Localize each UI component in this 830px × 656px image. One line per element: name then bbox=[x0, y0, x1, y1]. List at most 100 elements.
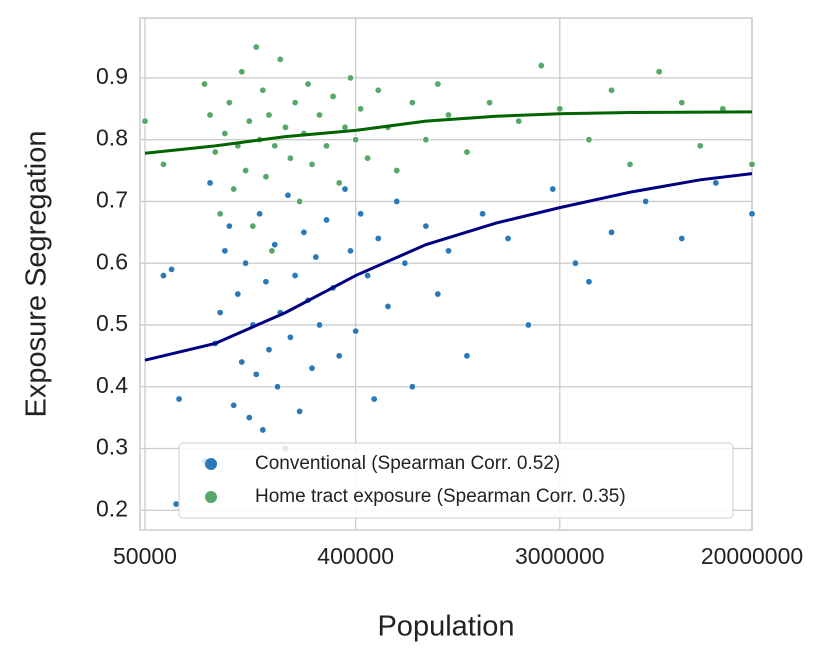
point bbox=[221, 247, 229, 255]
point bbox=[304, 80, 312, 88]
point bbox=[341, 123, 349, 132]
x-tick-label: 3000000 bbox=[515, 543, 605, 569]
point bbox=[315, 111, 324, 119]
point bbox=[444, 111, 453, 119]
point bbox=[341, 185, 349, 193]
point bbox=[271, 240, 279, 249]
point bbox=[351, 327, 360, 335]
point bbox=[291, 98, 299, 107]
point bbox=[393, 166, 401, 175]
point bbox=[585, 278, 593, 286]
point bbox=[515, 117, 523, 125]
point bbox=[273, 383, 282, 391]
point bbox=[504, 234, 512, 243]
point bbox=[556, 105, 564, 113]
point bbox=[206, 179, 214, 187]
point bbox=[549, 185, 557, 193]
point bbox=[211, 148, 219, 156]
point bbox=[678, 98, 686, 107]
point bbox=[322, 216, 331, 224]
point bbox=[655, 68, 663, 76]
point bbox=[335, 352, 343, 360]
point bbox=[229, 401, 238, 409]
point bbox=[159, 271, 168, 280]
point bbox=[524, 321, 533, 329]
point bbox=[485, 98, 494, 107]
point bbox=[335, 179, 343, 187]
point bbox=[422, 222, 430, 230]
point bbox=[241, 259, 250, 267]
point bbox=[159, 160, 168, 169]
point bbox=[444, 247, 453, 255]
point bbox=[434, 80, 442, 88]
point bbox=[265, 345, 273, 354]
point bbox=[408, 383, 417, 391]
x-tick-label: 400000 bbox=[317, 543, 394, 569]
point bbox=[712, 179, 720, 187]
point bbox=[252, 370, 260, 379]
y-tick-label: 0.4 bbox=[96, 372, 128, 398]
y-tick-label: 0.9 bbox=[96, 63, 128, 89]
point bbox=[607, 86, 616, 94]
point bbox=[225, 222, 234, 230]
point bbox=[206, 111, 214, 119]
point bbox=[346, 247, 355, 255]
point bbox=[295, 197, 304, 206]
point bbox=[229, 185, 238, 193]
point bbox=[626, 160, 634, 169]
x-tick-label: 20000000 bbox=[701, 543, 803, 569]
point bbox=[308, 364, 316, 372]
point bbox=[265, 111, 273, 119]
point bbox=[374, 86, 382, 94]
point bbox=[262, 278, 270, 286]
point bbox=[393, 197, 401, 206]
y-tick-label: 0.8 bbox=[96, 125, 128, 151]
point bbox=[748, 210, 756, 218]
y-axis-label: Exposure Segregation bbox=[21, 131, 53, 418]
point bbox=[356, 105, 365, 113]
x-axis-label: Population bbox=[377, 611, 514, 643]
point bbox=[315, 321, 324, 329]
point bbox=[478, 210, 487, 218]
point bbox=[463, 352, 471, 360]
point bbox=[312, 253, 320, 261]
point bbox=[374, 234, 382, 243]
point bbox=[300, 228, 308, 237]
point bbox=[245, 413, 253, 422]
point bbox=[241, 166, 250, 175]
point bbox=[370, 395, 378, 403]
point bbox=[748, 160, 756, 169]
point bbox=[276, 55, 284, 64]
x-tick-label: 50000 bbox=[113, 543, 177, 569]
point bbox=[363, 154, 372, 162]
point bbox=[607, 228, 616, 237]
legend-label: Conventional (Spearman Corr. 0.52) bbox=[255, 453, 560, 474]
point bbox=[291, 271, 299, 280]
point bbox=[363, 271, 372, 280]
point bbox=[696, 142, 704, 150]
point bbox=[537, 61, 546, 70]
point bbox=[571, 259, 580, 267]
point bbox=[434, 290, 442, 298]
point bbox=[678, 234, 686, 243]
fit-line bbox=[144, 172, 753, 362]
point bbox=[221, 129, 229, 138]
point bbox=[281, 123, 290, 132]
point bbox=[295, 407, 304, 416]
point bbox=[346, 74, 355, 82]
point bbox=[271, 142, 279, 150]
point bbox=[259, 426, 267, 434]
legend-marker bbox=[205, 458, 217, 470]
point bbox=[286, 154, 295, 162]
legend-label: Home tract exposure (Spearman Corr. 0.35… bbox=[255, 486, 626, 507]
point bbox=[175, 395, 183, 403]
point bbox=[641, 197, 650, 206]
point bbox=[225, 98, 234, 107]
point bbox=[200, 80, 209, 88]
point bbox=[234, 290, 242, 298]
point bbox=[259, 86, 267, 94]
y-tick-label: 0.6 bbox=[96, 248, 128, 274]
point bbox=[286, 333, 295, 342]
point bbox=[172, 500, 180, 508]
